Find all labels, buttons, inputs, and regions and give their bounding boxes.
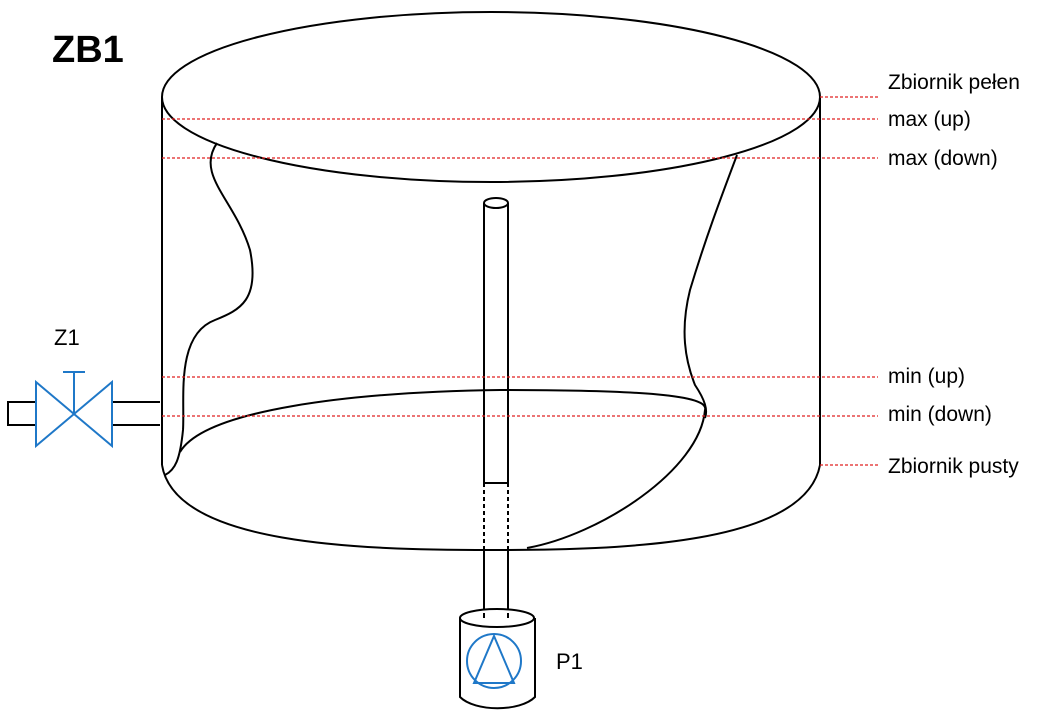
level-label-max-up: max (up) [888,108,971,131]
inlet-pipe [7,401,160,426]
pump-p1 [459,608,536,710]
tank-top-rim [161,11,821,183]
level-lines [162,96,878,466]
tank-bottom-curve [161,464,821,552]
level-label-min-up: min (up) [888,365,965,388]
valve-z1-icon[interactable] [35,371,113,449]
pump-label: P1 [556,649,583,674]
level-label-empty: Zbiornik pusty [888,455,1019,478]
level-label-max-down: max (down) [888,147,998,170]
pump-triangle-icon [472,633,516,684]
tank-title: ZB1 [52,29,124,71]
valve-label: Z1 [54,325,80,350]
level-label-full: Zbiornik pełen [888,71,1020,94]
level-label-min-down: min (down) [888,403,992,426]
tank [161,11,821,552]
liquid-outline [164,142,738,549]
central-pipe [483,197,509,613]
